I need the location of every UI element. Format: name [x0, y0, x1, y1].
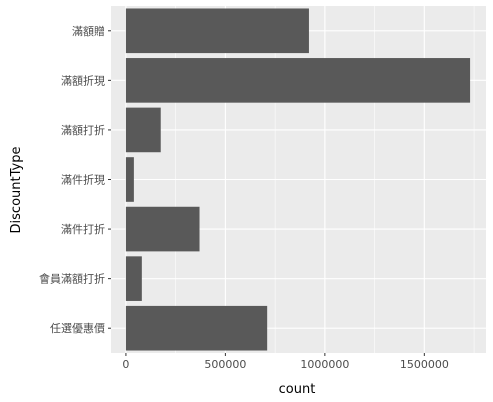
bar [125, 8, 309, 54]
x-axis-ticks: 0 500000 1000000 1500000 [122, 353, 449, 371]
x-tick-label: 0 [122, 358, 129, 371]
y-tick-label: 滿額折現 [61, 73, 105, 87]
y-tick-label: 任選優惠價 [50, 321, 105, 335]
y-tick-label: 滿件打折 [61, 222, 105, 236]
y-tick-label: 滿額打折 [61, 123, 105, 137]
bar [125, 107, 161, 153]
x-tick-label: 500000 [204, 358, 246, 371]
bar [125, 58, 471, 103]
x-tick-label: 1500000 [400, 358, 449, 371]
bar [125, 305, 268, 351]
bar [125, 256, 142, 301]
x-axis-title: count [279, 382, 316, 397]
y-tick-label: 會員滿額打折 [39, 272, 105, 286]
y-tick-label: 滿件折現 [61, 173, 105, 187]
bar [125, 157, 134, 202]
bars [125, 8, 471, 351]
y-tick-label: 滿額贈 [72, 24, 105, 38]
bar [125, 206, 200, 252]
x-tick-label: 1000000 [300, 358, 349, 371]
y-axis-title: DiscountType [9, 147, 24, 234]
